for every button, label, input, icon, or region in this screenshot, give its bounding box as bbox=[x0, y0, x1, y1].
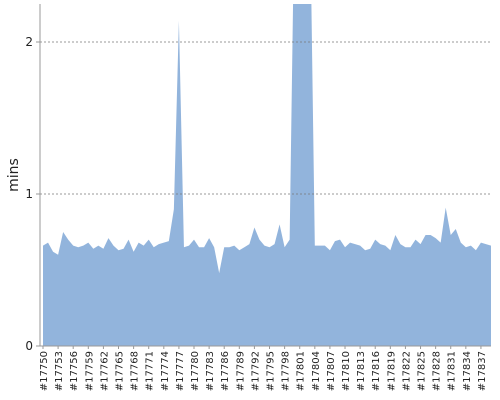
x-tick-label: #17834 bbox=[462, 351, 473, 391]
x-tick-label: #17822 bbox=[401, 351, 412, 391]
x-tick-label: #17825 bbox=[417, 351, 428, 391]
x-tick-label: #17774 bbox=[160, 351, 171, 391]
y-tick-label: 0 bbox=[25, 339, 33, 353]
y-tick-label: 1 bbox=[25, 187, 33, 201]
x-tick-label: #17783 bbox=[205, 351, 216, 391]
area bbox=[43, 4, 491, 346]
x-tick-label: #17801 bbox=[296, 351, 307, 391]
x-tick-label: #17780 bbox=[190, 351, 201, 391]
x-tick-label: #17786 bbox=[220, 351, 231, 391]
x-tick-label: #17798 bbox=[281, 351, 292, 391]
x-tick-label: #17759 bbox=[84, 351, 95, 391]
x-tick-label: #17768 bbox=[130, 351, 141, 391]
x-tick-label: #17789 bbox=[235, 351, 246, 391]
x-tick-label: #17777 bbox=[175, 351, 186, 391]
x-tick-label: #17753 bbox=[54, 351, 65, 391]
x-tick-label: #17819 bbox=[386, 351, 397, 391]
x-tick-label: #17837 bbox=[477, 351, 488, 391]
y-axis-label: mins bbox=[6, 158, 22, 192]
x-tick-label: #17750 bbox=[39, 351, 50, 391]
x-tick-label: #17831 bbox=[447, 351, 458, 391]
x-tick-label: #17765 bbox=[115, 351, 126, 391]
x-tick-label: #17771 bbox=[145, 351, 156, 391]
x-tick-label: #17828 bbox=[432, 351, 443, 391]
x-tick-label: #17807 bbox=[326, 351, 337, 391]
x-tick-label: #17762 bbox=[99, 351, 110, 391]
x-tick-label: #17792 bbox=[250, 351, 261, 391]
x-tick-label: #17816 bbox=[371, 351, 382, 391]
x-tick-label: #17756 bbox=[69, 351, 80, 391]
y-tick-label: 2 bbox=[25, 35, 33, 49]
x-tick-label: #17795 bbox=[266, 351, 277, 391]
x-tick-label: #17804 bbox=[311, 351, 322, 391]
x-tick-label: #17813 bbox=[356, 351, 367, 391]
x-tick-label: #17810 bbox=[341, 351, 352, 391]
